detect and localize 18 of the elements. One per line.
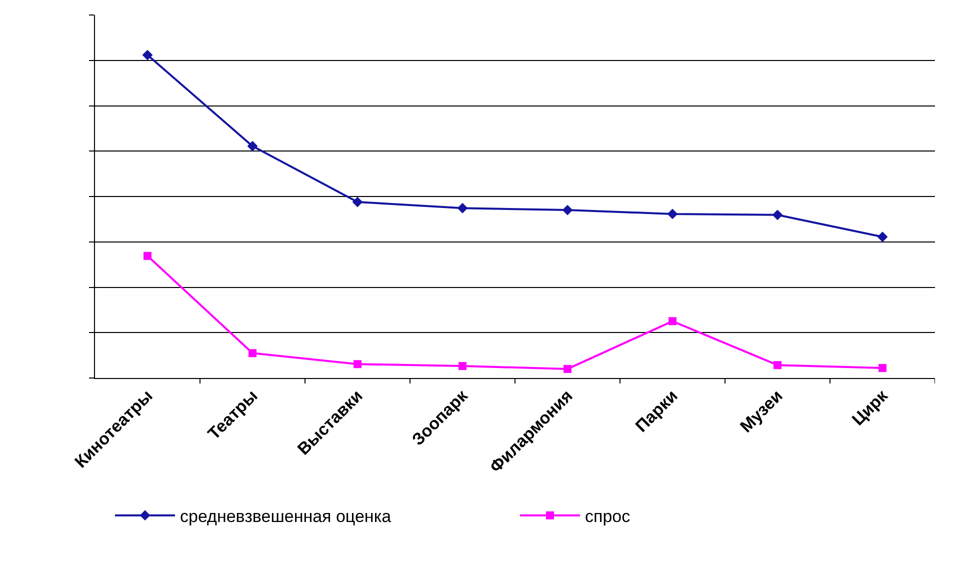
point (457, 202, 468, 214)
legend-label: спрос (585, 506, 631, 526)
point (144, 252, 152, 260)
point (877, 232, 888, 242)
point (247, 140, 258, 152)
legend-label: средневзвешенная оценка (180, 506, 392, 526)
point (668, 317, 676, 326)
point (142, 50, 153, 60)
point (667, 208, 678, 220)
point (562, 204, 573, 216)
point (248, 349, 256, 358)
point (354, 360, 362, 368)
point (352, 196, 363, 208)
point (458, 362, 466, 370)
point (774, 361, 782, 370)
point (564, 364, 572, 373)
point (772, 210, 783, 220)
point (878, 364, 886, 372)
